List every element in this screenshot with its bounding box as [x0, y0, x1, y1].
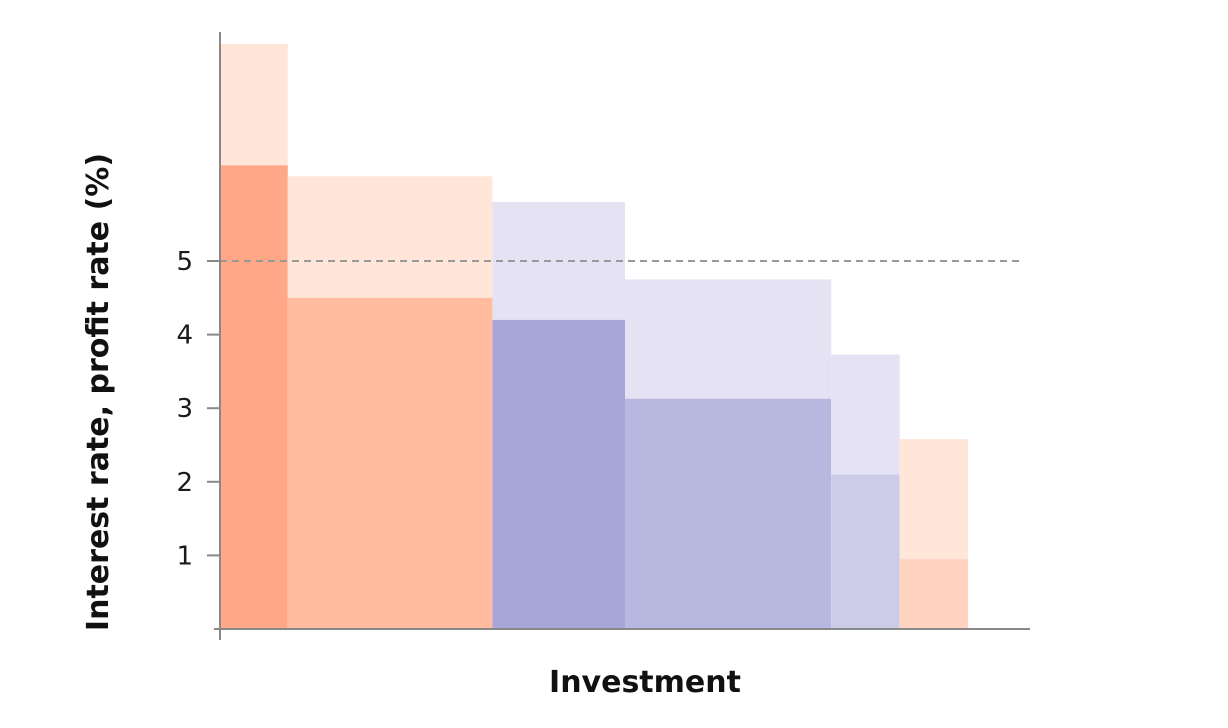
bar-2-upper [287, 176, 493, 298]
bar-5-lower [831, 474, 900, 629]
axes-layer [214, 32, 1030, 640]
bar-3-lower [492, 319, 625, 629]
bar-1-lower [220, 165, 288, 629]
bar-4-upper [625, 279, 832, 399]
bar-1-upper [220, 43, 288, 166]
bar-5-upper [831, 354, 900, 475]
y-axis-title: Interest rate, profit rate (%) [81, 153, 116, 631]
y-tick-label: 5 [176, 247, 193, 277]
y-ticks: 1 2 3 4 5 [176, 247, 220, 571]
bar-4-lower [625, 398, 832, 629]
bar-6-lower [899, 559, 969, 629]
y-tick-label: 2 [176, 468, 193, 498]
y-tick-label: 1 [176, 541, 193, 571]
y-tick-label: 4 [176, 321, 193, 351]
bars-layer [220, 43, 969, 629]
y-tick-label: 3 [176, 394, 193, 424]
x-axis-title: Investment [549, 665, 741, 700]
bar-2-lower [287, 297, 493, 629]
bar-6-upper [899, 439, 969, 560]
